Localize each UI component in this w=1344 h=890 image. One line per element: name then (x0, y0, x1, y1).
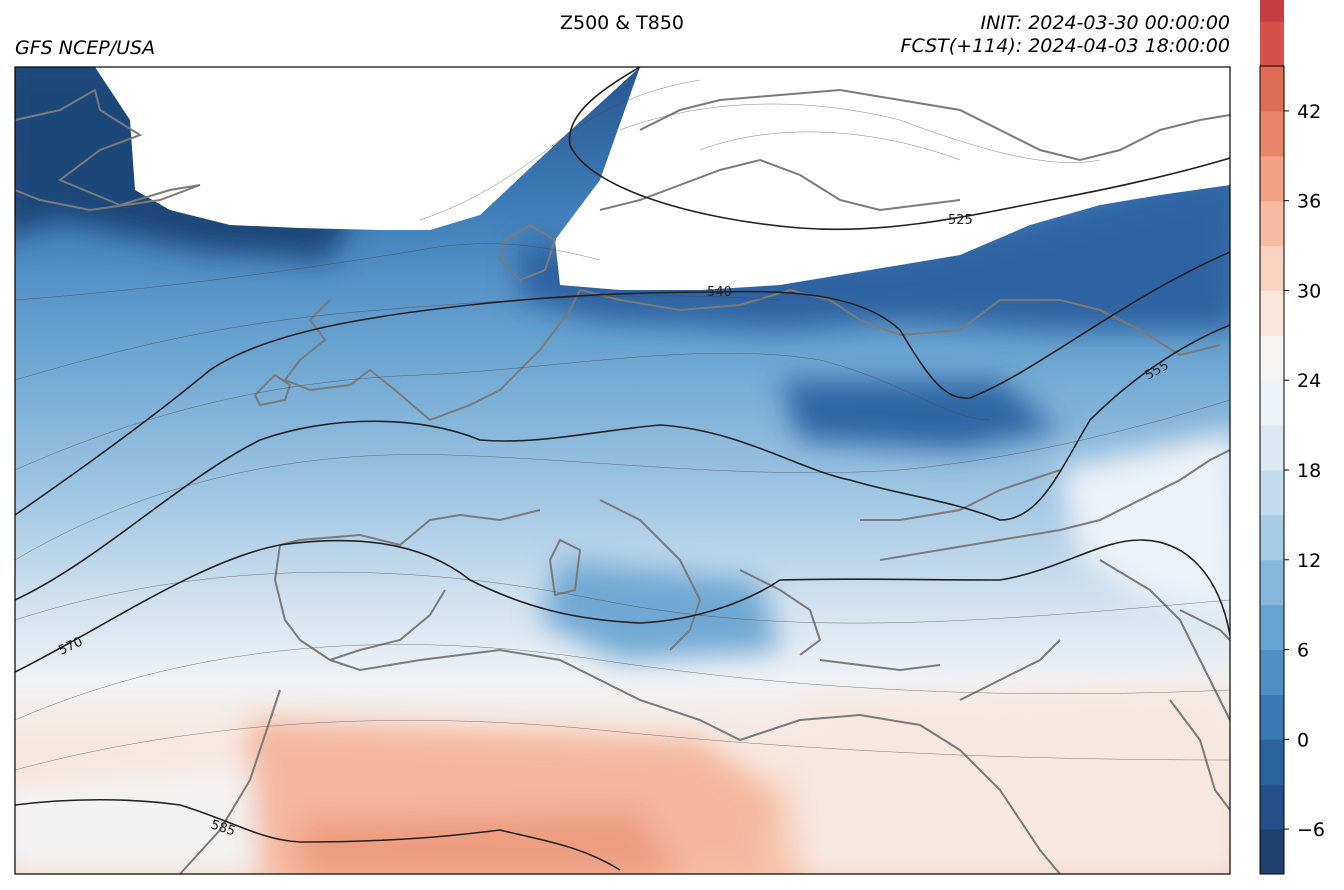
colorbar-segment (1260, 694, 1284, 740)
thin-contours (15, 79, 1230, 771)
contour-555 (15, 324, 1230, 601)
colorbar-segment (1260, 335, 1284, 381)
colorbar (1260, 0, 1284, 875)
colorbar-segment (1260, 604, 1284, 651)
colorbar-tick-label: −6 (1297, 819, 1325, 841)
colorbar-segment (1260, 649, 1284, 695)
colorbar-ticks: −6 0 6 12 18 24 30 36 42 (1284, 101, 1325, 841)
colorbar-tick-label: 30 (1297, 280, 1321, 302)
model-label: GFS NCEP/USA (15, 37, 156, 59)
colorbar-segment (1260, 21, 1284, 67)
greenland-mask (95, 67, 640, 230)
colorbar-segment (1260, 290, 1284, 336)
contour-585 (15, 798, 621, 871)
colorbar-segment (1260, 0, 1284, 22)
z500-contours (15, 67, 1230, 871)
colorbar-segment (1260, 559, 1284, 606)
contour-570 (15, 539, 1230, 673)
colorbar-segment (1260, 245, 1284, 291)
forecast-time-label: FCST(+114): 2024-04-03 18:00:00 (900, 35, 1230, 57)
contour-540 (15, 251, 1230, 516)
colorbar-segment (1260, 514, 1284, 561)
contour-525 (568, 67, 1230, 231)
colorbar-segment (1260, 200, 1284, 247)
colorbar-tick-label: 18 (1297, 460, 1321, 482)
map-title: Z500 & T850 (559, 12, 685, 34)
contour-label-525: 525 (948, 213, 973, 228)
colorbar-tick-label: 6 (1297, 640, 1309, 662)
init-time-label: INIT: 2024-03-30 00:00:00 (980, 12, 1230, 34)
colorbar-segment (1260, 425, 1284, 471)
colorbar-segment (1260, 110, 1284, 157)
colorbar-segment (1260, 66, 1284, 112)
colorbar-segment (1260, 739, 1284, 785)
contour-label-540: 540 (707, 285, 732, 300)
contour-label-585: 585 (209, 818, 237, 840)
colorbar-tick-label: 36 (1297, 191, 1321, 213)
colorbar-segment (1260, 380, 1284, 426)
map-frame (14, 66, 1231, 875)
colorbar-segment (1260, 155, 1284, 202)
coastlines (15, 88, 1230, 874)
colorbar-tick-label: 24 (1297, 370, 1321, 392)
colorbar-segment (1260, 829, 1284, 875)
arctic-mask (555, 67, 1230, 290)
map-area: 525 540 555 570 585 (15, 67, 1230, 874)
colorbar-segment (1260, 470, 1284, 516)
colorbar-tick-label: 12 (1297, 550, 1321, 572)
colorbar-tick-label: 0 (1297, 729, 1309, 751)
colorbar-segment (1260, 784, 1284, 830)
colorbar-tick-label: 42 (1297, 101, 1321, 123)
